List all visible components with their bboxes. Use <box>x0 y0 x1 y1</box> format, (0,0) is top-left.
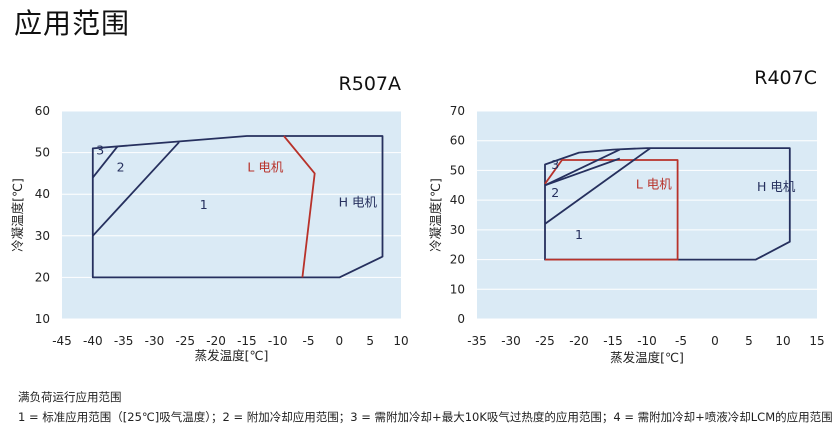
y-tick-label: 50 <box>35 146 50 160</box>
x-tick-label: -35 <box>467 334 487 348</box>
region-label: H 电机 <box>757 179 796 194</box>
y-tick-label: 30 <box>35 229 50 243</box>
region-label: 3 <box>551 157 559 172</box>
region-label: L 电机 <box>247 159 283 174</box>
region-2-boundary <box>92 141 180 237</box>
x-tick-label: 10 <box>775 334 790 348</box>
l-motor-envelope <box>283 135 316 278</box>
footer-heading: 满负荷运行应用范围 <box>18 390 122 404</box>
region-3-inner <box>544 157 621 187</box>
x-tick-label: -25 <box>175 334 195 348</box>
x-tick-label: -25 <box>535 334 555 348</box>
x-tick-label: 5 <box>745 334 753 348</box>
y-tick-label: 50 <box>450 163 465 177</box>
x-tick-label: -45 <box>52 334 72 348</box>
x-axis-label: 蒸发温度[℃] <box>195 348 269 363</box>
x-tick-label: -20 <box>569 334 589 348</box>
region-label: 1 <box>200 197 208 212</box>
l-motor-envelope <box>544 159 679 261</box>
chart-title: R407C <box>754 67 817 89</box>
y-tick-label: 0 <box>457 312 465 326</box>
x-tick-label: 0 <box>711 334 719 348</box>
region-label: 2 <box>117 159 125 174</box>
x-tick-label: -10 <box>637 334 657 348</box>
y-tick-label: 60 <box>450 134 465 148</box>
x-axis-label: 蒸发温度[℃] <box>610 350 684 365</box>
y-tick-label: 10 <box>35 312 50 326</box>
x-tick-label: -5 <box>675 334 687 348</box>
plot-area <box>477 111 817 319</box>
footer-legend: 1 = 标准应用范围（[25℃]吸气温度）；2 = 附加冷却应用范围；3 = 需… <box>18 410 833 424</box>
chart-title: R507A <box>339 73 401 95</box>
region-3-boundary <box>544 148 621 187</box>
y-tick-label: 20 <box>450 253 465 267</box>
x-tick-label: -5 <box>303 334 315 348</box>
x-tick-label: 10 <box>393 334 408 348</box>
y-tick-label: 40 <box>450 193 465 207</box>
y-tick-label: 30 <box>450 223 465 237</box>
region-label: L 电机 <box>636 176 672 191</box>
chart-r407c: 0 10 20 30 40 50 60 70 -35 -30 -25 -20 -15 -10 -5 0 5 10 1… <box>428 67 825 365</box>
chart-r507a: 10 20 30 40 50 60 -45 -40 -35 -30 -25 -20 -15 -10 -5 0 5… <box>10 73 409 363</box>
page-title: 应用范围 <box>14 7 131 40</box>
x-tick-label: 15 <box>809 334 824 348</box>
x-tick-label: -10 <box>268 334 288 348</box>
x-tick-label: -40 <box>83 334 103 348</box>
y-tick-label: 20 <box>35 270 50 284</box>
region-3-boundary <box>92 145 119 179</box>
h-motor-envelope <box>91 135 384 279</box>
x-tick-label: -15 <box>603 334 623 348</box>
x-tick-label: -35 <box>114 334 134 348</box>
y-axis-label: 冷凝温度[℃] <box>10 178 25 252</box>
region-label: 2 <box>551 185 559 200</box>
region-label: H 电机 <box>339 195 378 210</box>
region-label: 1 <box>575 227 583 242</box>
x-tick-label: 0 <box>336 334 344 348</box>
x-tick-label: -15 <box>237 334 257 348</box>
x-tick-label: -30 <box>501 334 521 348</box>
y-tick-label: 40 <box>35 187 50 201</box>
y-tick-label: 10 <box>450 282 465 296</box>
y-tick-label: 60 <box>35 104 50 118</box>
x-tick-label: -20 <box>206 334 226 348</box>
y-axis-label: 冷凝温度[℃] <box>428 178 443 252</box>
region-label: 3 <box>96 143 104 158</box>
x-tick-label: -30 <box>145 334 165 348</box>
x-tick-label: 5 <box>366 334 374 348</box>
y-tick-label: 70 <box>450 104 465 118</box>
region-2-boundary <box>544 147 651 225</box>
